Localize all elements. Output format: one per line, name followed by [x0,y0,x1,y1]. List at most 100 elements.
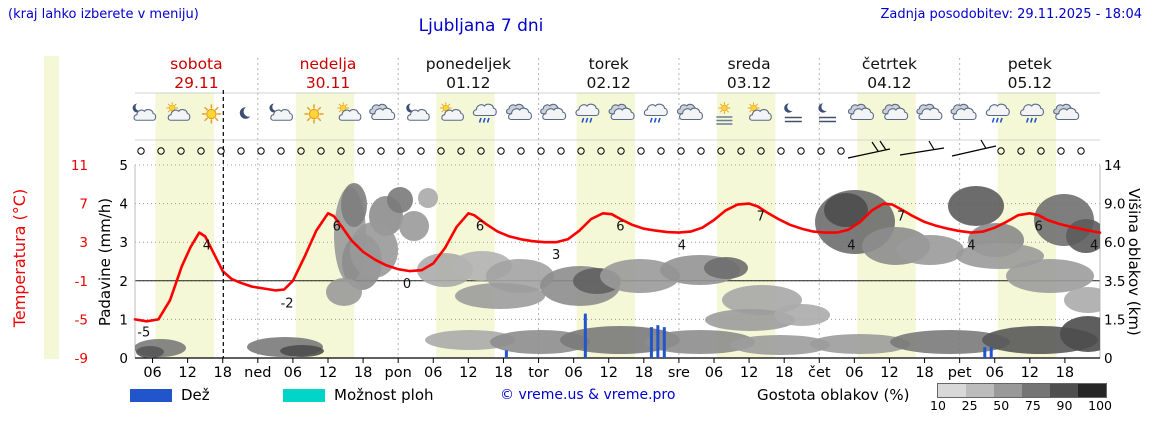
cloud-height-tick: 6.0 [1104,235,1125,251]
copyright-link[interactable]: © vreme.us & vreme.pro [500,387,676,403]
calm-wind-icon [1037,147,1045,155]
day-abbrev-label: tor [528,365,549,381]
hour-tick-label: 12 [740,365,758,381]
temp-tick: 3 [79,235,88,251]
hour-tick-label: 06 [845,365,863,381]
day-abbrev-label: pon [385,365,412,381]
density-tick: 50 [993,398,1010,413]
moon-cloud-icon [269,103,293,121]
hour-tick-label: 12 [1021,365,1039,381]
calm-wind-icon [297,147,305,155]
temp-value-label: 6 [476,219,484,234]
day-header-date: 02.12 [587,74,631,92]
moon-cloud-icon [406,103,430,121]
weather-icons [132,101,1080,125]
temp-value-labels: -5 4 -2 6 0 6 3 6 4 7 4 7 4 6 4 [137,210,1098,341]
density-segment [994,384,1022,397]
density-segment [1078,384,1106,397]
calm-wind-icon [377,147,385,155]
hour-tick-label: 12 [880,365,898,381]
density-tick: 10 [930,398,946,413]
calm-wind-icon [757,147,765,155]
calm-wind-icon [357,147,365,155]
temp-value-label: 4 [203,239,211,254]
temp-value-label: -2 [281,296,294,311]
partly-icon [337,102,362,121]
precip-tick: 5 [119,158,128,174]
calm-wind-icon [557,147,565,155]
moon-icon [239,107,252,119]
density-segment [1022,384,1050,397]
cloud-height-tick: 0 [1104,351,1113,367]
cloud-height-tick: 3.5 [1104,274,1125,290]
moon-wind-icon [784,103,802,123]
hour-tick-label: 18 [635,365,653,381]
calm-wind-icon [617,147,625,155]
hour-tick-label: 06 [705,365,723,381]
calm-wind-icon [437,147,445,155]
precip-tick: 2 [119,274,128,290]
cloud-icon [950,103,977,121]
precip-tick: 0 [119,351,128,367]
calm-wind-icon [797,147,805,155]
calm-wind-icon [577,147,585,155]
calm-wind-icon [517,147,525,155]
cloud-height-axis-label: Višina oblakov (km) [1125,188,1143,336]
temp-value-label: 0 [403,277,411,292]
rain-legend-swatch [130,389,172,402]
hour-tick-label: 12 [178,365,196,381]
sun-icon [304,104,324,124]
temp-tick: -5 [75,312,88,328]
precip-tick: 4 [119,197,128,213]
calm-wind-icon [477,147,485,155]
location-hint: (kraj lahko izberete v meniju) [8,7,199,22]
cloud-icon [847,103,874,121]
temp-value-label: 4 [678,239,686,254]
temp-value-label: -5 [137,325,150,340]
daylight-bands [155,93,1057,358]
hour-tick-label: 18 [494,365,512,381]
temp-value-label: 6 [1034,219,1042,234]
page-title: Ljubljana 7 dni [418,16,544,36]
hour-tick-label: 18 [775,365,793,381]
density-segment [966,384,994,397]
cloud-density-scale [937,383,1107,398]
cloud-icon [676,103,703,121]
day-abbrev-label: čet [808,365,831,381]
last-update: Zadnja posodobitev: 29.11.2025 - 18:04 [880,7,1142,22]
cloud-layers [135,183,1100,358]
partly-icon [439,102,464,121]
precip-axis-label: Padavine (mm/h) [96,197,114,327]
calm-wind-icon [637,147,645,155]
calm-wind-icon [677,147,685,155]
hour-tick-label: 18 [354,365,372,381]
rain-legend-label: Dež [181,386,210,404]
temp-value-label: 6 [333,219,341,234]
temp-value-label: 4 [1090,239,1098,254]
density-tick: 25 [961,398,978,413]
cloud-icon [608,103,635,121]
calm-wind-icon [817,147,825,155]
day-abbrev-label: ned [244,365,271,381]
temp-tick: -1 [75,274,88,290]
calm-wind-icon [397,147,405,155]
calm-wind-icon [137,147,145,155]
day-header-name: četrtek [862,55,917,73]
rain-icon [985,103,1010,123]
day-header-name: ponedeljek [426,55,511,73]
density-tick: 100 [1088,398,1112,413]
moon-cloud-icon [132,103,157,121]
wind-row [137,139,1085,159]
precip-tick: 1 [119,312,128,328]
calm-wind-icon [737,147,745,155]
cloud-icon [916,103,943,121]
showers-legend-label: Možnost ploh [334,386,434,404]
calm-wind-icon [1077,147,1085,155]
temp-value-label: 4 [967,239,975,254]
cloud-icon [882,103,909,121]
temp-tick: 11 [71,158,88,174]
day-header-name: sreda [728,55,771,73]
temp-tick: 7 [79,197,88,213]
rain-icon [1020,103,1044,123]
